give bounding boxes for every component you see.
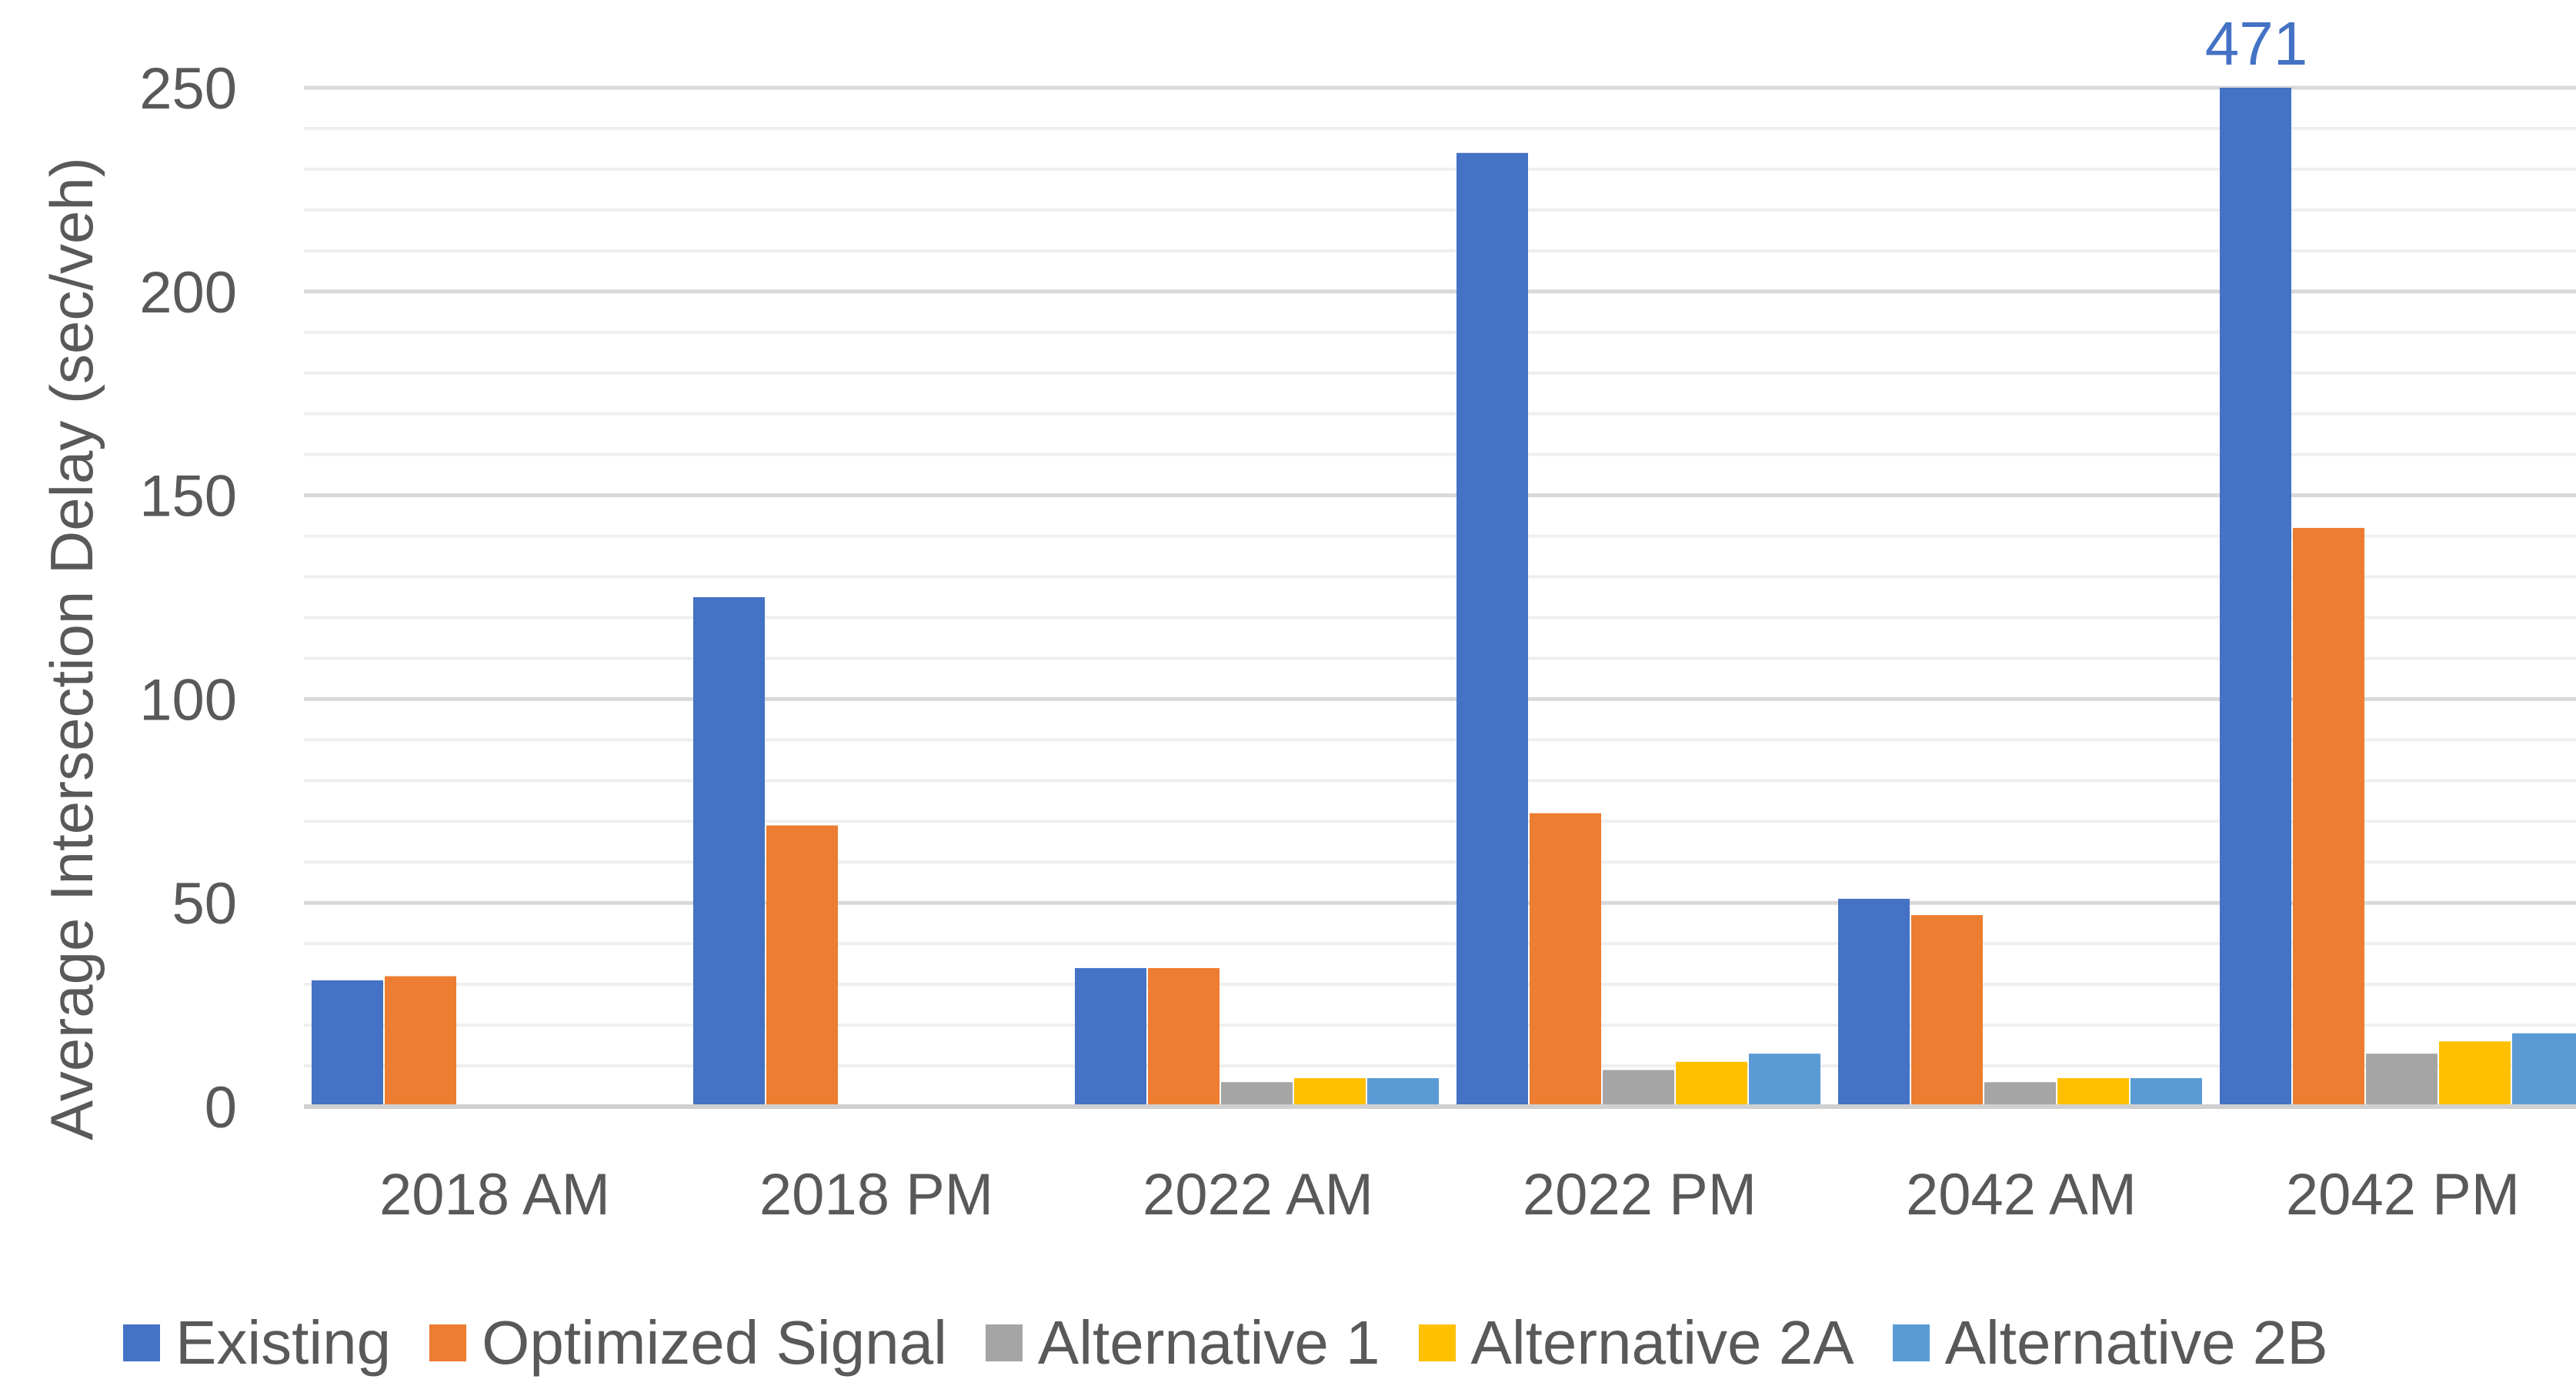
bar-alternative-2b-2022-am — [1367, 1077, 1439, 1107]
legend-item: Optimized Signal — [429, 1308, 947, 1378]
bar-alternative-2b-2022-pm — [1749, 1054, 1820, 1107]
x-tick-label: 2018 PM — [759, 1162, 993, 1227]
legend-item: Existing — [123, 1308, 391, 1378]
legend-label: Alternative 2B — [1944, 1308, 2328, 1377]
x-tick-label: 2022 PM — [1523, 1162, 1757, 1227]
axes: 0 50 100 150 200 250 2018 AM 2018 PM 2022 AM 2022… — [139, 9, 2576, 1227]
bar-alternative-2a-2042-am — [2057, 1077, 2129, 1107]
legend-item: Alternative 2A — [1418, 1308, 1854, 1378]
x-tick-label: 2042 PM — [2286, 1162, 2520, 1227]
bar-existing-2018-pm — [693, 597, 765, 1107]
bar-alternative-1-2042-pm — [2366, 1054, 2438, 1107]
bar-existing-2018-am — [312, 980, 383, 1107]
bar-alternative-2a-2022-am — [1294, 1077, 1366, 1107]
bar-alternative-1-2022-pm — [1603, 1070, 1674, 1107]
bar-alternative-2b-2042-pm — [2512, 1033, 2576, 1107]
legend-swatch — [429, 1324, 467, 1361]
legend-item: Alternative 2B — [1892, 1308, 2328, 1378]
bar-existing-2022-am — [1075, 967, 1146, 1107]
y-axis-title: Average Intersection Delay (sec/veh) — [38, 157, 105, 1141]
bar-alternative-2a-2022-pm — [1676, 1061, 1747, 1107]
gridlines — [304, 85, 2576, 1068]
y-tick-label: 100 — [139, 667, 237, 733]
legend-label: Optimized Signal — [482, 1308, 947, 1377]
x-tick-label: 2018 AM — [379, 1162, 610, 1227]
bar-optimized-signal-2042-am — [1911, 915, 1983, 1107]
x-tick-label: 2022 AM — [1143, 1162, 1373, 1227]
bar-optimized-signal-2018-pm — [766, 825, 838, 1107]
bar-optimized-signal-2022-pm — [1530, 813, 1601, 1107]
bar-optimized-signal-2042-pm — [2293, 527, 2364, 1107]
x-tick-label: 2042 AM — [1906, 1162, 2137, 1227]
legend-swatch — [985, 1324, 1023, 1361]
bar-alternative-1-2042-am — [1984, 1082, 2056, 1107]
legend-label: Existing — [175, 1308, 392, 1377]
bar-alternative-2b-2042-am — [2131, 1077, 2202, 1107]
bar-optimized-signal-2018-am — [385, 976, 456, 1107]
bar-optimized-signal-2022-am — [1148, 967, 1220, 1107]
bar-existing-2022-pm — [1457, 152, 1528, 1107]
legend-label: Alternative 2A — [1470, 1308, 1854, 1377]
legend-swatch — [123, 1324, 160, 1361]
bar-existing-2042-am — [1838, 898, 1910, 1107]
y-tick-label: 150 — [139, 464, 237, 529]
y-tick-label: 0 — [205, 1075, 237, 1141]
bars — [312, 88, 2576, 1107]
bar-alternative-2a-2042-pm — [2439, 1041, 2511, 1107]
legend-swatch — [1892, 1324, 1930, 1361]
bar-alternative-1-2022-am — [1221, 1082, 1293, 1107]
y-tick-label: 200 — [139, 260, 237, 326]
legend-swatch — [1418, 1324, 1456, 1361]
y-tick-label: 250 — [139, 56, 237, 122]
data-label-annotation: 471 — [2205, 9, 2307, 78]
legend-item: Alternative 1 — [985, 1308, 1380, 1378]
y-tick-label: 50 — [172, 871, 237, 937]
bar-existing-2042-pm — [2220, 88, 2291, 1107]
legend: Existing Optimized Signal Alternative 1 Alt… — [123, 1308, 2367, 1378]
legend-label: Alternative 1 — [1037, 1308, 1380, 1377]
